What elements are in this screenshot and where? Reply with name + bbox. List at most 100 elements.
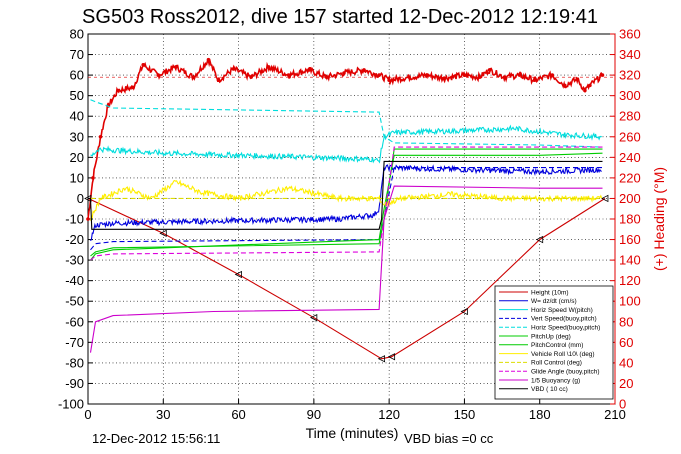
y-tick-label: 30 bbox=[70, 129, 84, 144]
height-marker bbox=[460, 307, 468, 316]
heading-point bbox=[174, 65, 178, 69]
heading-point bbox=[575, 77, 580, 82]
grid-lines bbox=[88, 34, 615, 404]
series-w-dz-dt-cm-s bbox=[90, 164, 602, 242]
right-y-tick-label: 160 bbox=[619, 232, 641, 247]
heading-point bbox=[86, 217, 90, 221]
right-y-tick-label: 280 bbox=[619, 109, 641, 124]
series-line bbox=[90, 164, 602, 242]
right-y-tick-label: 360 bbox=[619, 27, 641, 42]
legend: Height (10m) W= dz/dt (cm/s) Horiz Speed W… bbox=[494, 285, 614, 400]
x-tick-label: 210 bbox=[604, 407, 626, 422]
right-y-tick-label: 0 bbox=[619, 397, 626, 412]
legend-label: Horiz Speed W(pitch) bbox=[531, 307, 593, 314]
height-marker bbox=[601, 194, 609, 203]
series-line bbox=[89, 185, 603, 353]
right-y-tick-label: 320 bbox=[619, 68, 641, 83]
x-tick-label: 180 bbox=[529, 407, 551, 422]
y-tick-label: 0 bbox=[77, 191, 84, 206]
y-tick-label: 80 bbox=[70, 27, 84, 42]
series-horiz-speed-buoy-pitch bbox=[90, 99, 603, 148]
heading-point bbox=[550, 73, 555, 77]
y-tick-label: 40 bbox=[70, 109, 84, 124]
heading-point bbox=[324, 75, 329, 79]
y-tick-label: -40 bbox=[65, 273, 84, 288]
legend-label: PitchControl (mm) bbox=[531, 342, 583, 349]
heading-point bbox=[583, 88, 587, 93]
y-tick-label: 70 bbox=[70, 47, 84, 62]
x-tick-label: 90 bbox=[307, 407, 321, 422]
y-tick-label: 20 bbox=[70, 150, 84, 165]
legend-label: Vert Speed(buoy,pitch) bbox=[531, 316, 597, 323]
legend-label: Glide Angle (buoy,pitch) bbox=[531, 369, 600, 376]
legend-label: Vehicle Roll \10\ (deg) bbox=[531, 351, 595, 358]
height-marker bbox=[234, 270, 242, 279]
series-line bbox=[90, 124, 602, 164]
right-y-tick-label: 180 bbox=[619, 212, 641, 227]
footer-vbd-bias: VBD bias =0 cc bbox=[404, 431, 494, 446]
heading-point bbox=[98, 134, 103, 139]
heading-point bbox=[600, 73, 605, 77]
legend-label: 1/5 Buoyancy (g) bbox=[531, 377, 580, 384]
legend-label: Horiz Speed(buoy,pitch) bbox=[531, 325, 600, 332]
heading-point bbox=[307, 68, 311, 72]
y-tick-label: -50 bbox=[65, 294, 84, 309]
series-horiz-speed-w-pitch bbox=[90, 124, 602, 164]
series-pitchup-deg bbox=[90, 148, 603, 257]
x-tick-label: 60 bbox=[231, 407, 245, 422]
series-vbd-10-cc bbox=[88, 160, 603, 230]
right-y-tick-label: 260 bbox=[619, 129, 641, 144]
right-y-axis-label: (+) Heading (°M) bbox=[651, 167, 667, 271]
heading-point bbox=[116, 88, 120, 93]
series-line bbox=[90, 167, 603, 251]
right-y-tick-label: 40 bbox=[619, 355, 633, 370]
heading-point bbox=[266, 65, 271, 69]
y-tick-label: 10 bbox=[70, 170, 84, 185]
heading-point bbox=[563, 83, 567, 88]
height-marker bbox=[387, 353, 396, 361]
heading-point bbox=[156, 73, 161, 77]
heading-point bbox=[342, 71, 346, 75]
y-tick-label: -60 bbox=[65, 314, 84, 329]
right-y-tick-label: 20 bbox=[619, 376, 633, 391]
x-tick-label: 0 bbox=[84, 407, 91, 422]
series-line bbox=[90, 146, 603, 261]
right-y-tick-label: 120 bbox=[619, 273, 641, 288]
y-tick-label: -20 bbox=[65, 232, 84, 247]
heading-point bbox=[206, 57, 211, 62]
heading-point bbox=[191, 75, 196, 79]
heading-point bbox=[462, 73, 467, 77]
right-y-tick-label: 60 bbox=[619, 335, 633, 350]
y-tick-label: -30 bbox=[65, 253, 84, 268]
y-tick-label: 50 bbox=[70, 88, 84, 103]
series-glide-angle-buoy-pitch bbox=[90, 146, 603, 261]
heading-point bbox=[231, 67, 236, 71]
right-y-axis-ticks: 3603403203002802602402202001801601401201… bbox=[610, 27, 641, 412]
x-tick-label: 120 bbox=[378, 407, 400, 422]
series-1-5-buoyancy-g bbox=[89, 185, 603, 353]
y-tick-label: -10 bbox=[65, 212, 84, 227]
x-tick-label: 30 bbox=[156, 407, 170, 422]
heading-point bbox=[424, 73, 429, 77]
series-pitchcontrol-mm bbox=[90, 152, 603, 261]
series-vert-speed-buoy-pitch bbox=[90, 167, 603, 251]
chart-title: SG503 Ross2012, dive 157 started 12-Dec-… bbox=[82, 6, 598, 28]
heading-point bbox=[517, 73, 522, 77]
y-axis-ticks: 80 70 60 50 40 30 20 10 0 -10 -20 -30 -40 -50 -60 -70 -8… bbox=[58, 27, 93, 412]
heading-point bbox=[487, 68, 492, 72]
right-y-tick-label: 200 bbox=[619, 191, 641, 206]
heading-point bbox=[286, 73, 291, 77]
footer-timestamp: 12-Dec-2012 15:56:11 bbox=[92, 431, 220, 446]
heading-point bbox=[377, 73, 381, 77]
height-marker bbox=[159, 229, 167, 238]
series-group bbox=[84, 57, 615, 363]
y-tick-label: -80 bbox=[65, 355, 84, 370]
y-tick-label: 60 bbox=[70, 68, 84, 83]
heading-point bbox=[131, 85, 135, 90]
right-y-tick-label: 140 bbox=[619, 253, 641, 268]
x-axis-label: Time (minutes) bbox=[306, 425, 399, 441]
y-tick-label: -90 bbox=[65, 376, 84, 391]
heading-point bbox=[141, 63, 146, 67]
right-y-tick-label: 80 bbox=[619, 314, 633, 329]
